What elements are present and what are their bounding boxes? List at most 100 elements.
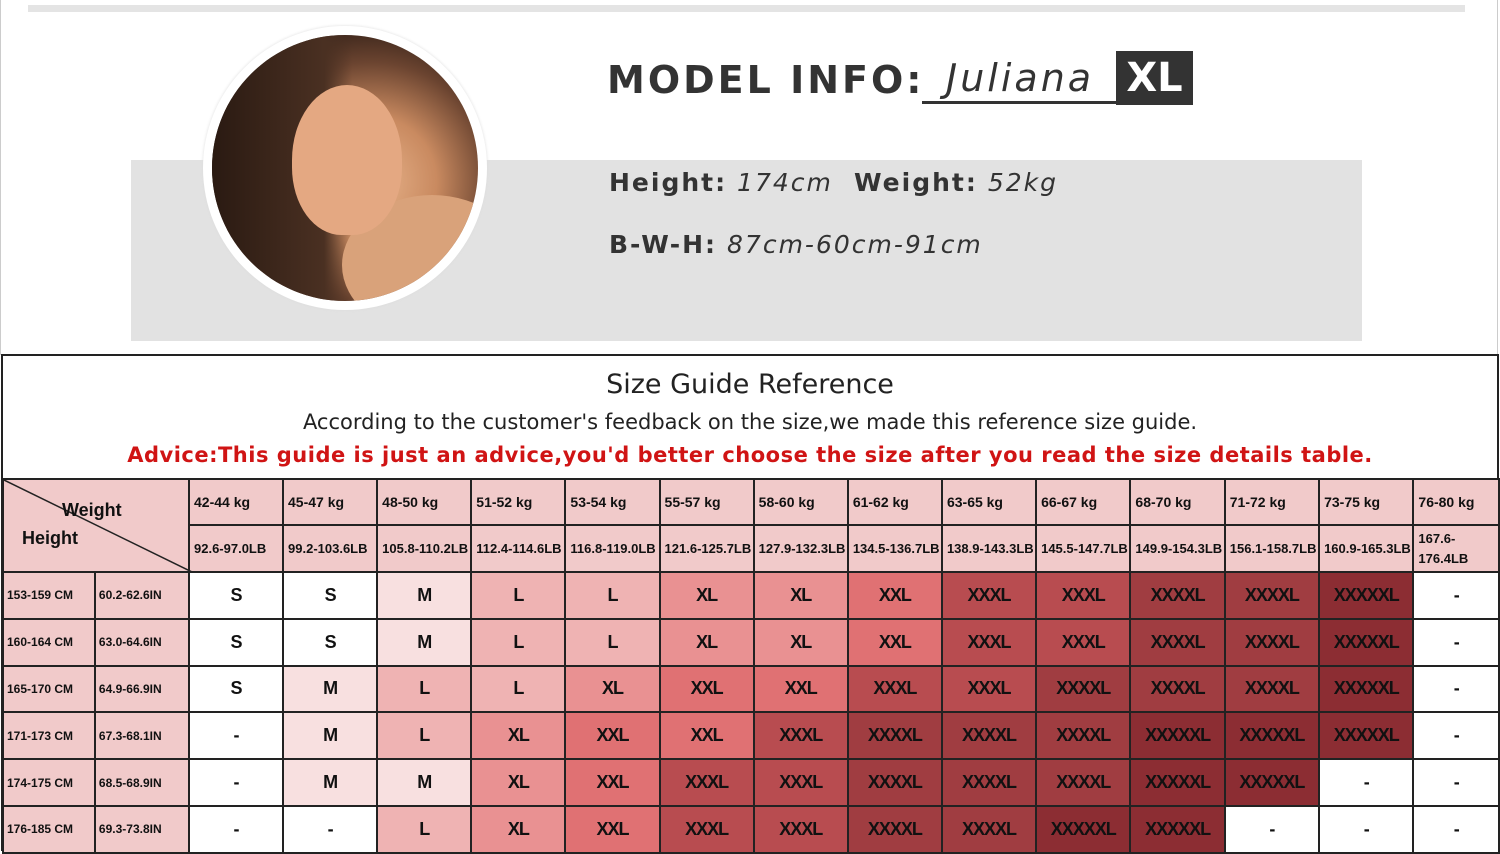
weight-kg-header: 61-62 kg (846, 478, 943, 526)
header-row-kg: Weight Height 42-44 kg 45-47 kg 48-50 kg 51-5… (2, 478, 1500, 573)
size-cell: XXXXL (1035, 664, 1132, 714)
right-edge (1497, 0, 1499, 355)
size-cell: XXXXXL (1318, 664, 1415, 714)
table-row: 171-173 CM 67.3-68.1IN - M L XL XXL XXL XXXL XXXX… (2, 711, 1500, 761)
size-cell: XXXXXL (1129, 804, 1226, 854)
table-row: 165-170 CM 64.9-66.9IN S M L L XL XXL XXL XXXL XXX… (2, 664, 1500, 714)
size-cell: L (376, 711, 473, 761)
size-cell: XL (752, 617, 849, 667)
height-in: 60.2-62.6IN (93, 571, 191, 620)
weight-lb-header: 134.5-136.7LB (846, 524, 943, 573)
corner-weight-label: Weight (62, 500, 122, 520)
size-cell: XXXXL (846, 804, 943, 854)
size-table: Weight Height 42-44 kg 45-47 kg 48-50 kg 51-5… (2, 478, 1500, 854)
size-cell: XXXXL (846, 711, 943, 761)
bwh-stat: B-W-H: 87cm-60cm-91cm (609, 230, 983, 259)
size-cell: M (376, 758, 473, 807)
bwh-value: 87cm-60cm-91cm (727, 230, 983, 259)
size-cell: XXXXL (940, 711, 1038, 761)
size-cell: - (1412, 804, 1500, 854)
weight-label: Weight: (854, 168, 978, 197)
height-label: Height: (609, 168, 728, 197)
size-cell: XXXXL (1035, 758, 1132, 807)
size-cell: XXXL (752, 711, 849, 761)
size-cell: XL (470, 758, 567, 807)
size-cell: XXL (846, 617, 943, 667)
weight-lb-header: 112.4-114.6LB (470, 524, 567, 573)
size-cell: XXXXL (1223, 617, 1321, 667)
table-row: 176-185 CM 69.3-73.8IN - - L XL XXL XXXL XXXL XXX… (2, 804, 1500, 854)
size-cell: XXXL (658, 758, 755, 807)
size-cell: XXXL (1035, 571, 1132, 620)
model-name: Juliana (922, 56, 1118, 104)
weight-kg-header: 73-75 kg (1318, 478, 1415, 526)
size-cell: XXXL (846, 664, 943, 714)
weight-kg-header: 71-72 kg (1223, 478, 1321, 526)
corner-cell: Weight Height (2, 478, 192, 573)
size-cell: XXXXXL (1223, 758, 1321, 807)
top-divider (28, 5, 1465, 12)
size-cell: M (282, 758, 379, 807)
model-size-badge: XL (1116, 51, 1193, 105)
size-cell: XXL (564, 758, 661, 807)
weight-kg-header: 51-52 kg (470, 478, 567, 526)
size-cell: M (282, 711, 379, 761)
weight-kg-header: 48-50 kg (376, 478, 473, 526)
size-cell: XXL (846, 571, 943, 620)
weight-lb-header: 167.6-176.4LB (1412, 524, 1500, 573)
height-value: 174cm (737, 168, 833, 197)
size-cell: XXXL (940, 664, 1038, 714)
height-cm: 165-170 CM (2, 664, 96, 714)
size-cell: XXL (658, 664, 755, 714)
size-cell: - (187, 711, 285, 761)
guide-subtitle: According to the customer's feedback on … (302, 410, 1198, 434)
size-cell: - (1412, 664, 1500, 714)
size-cell: S (187, 664, 285, 714)
size-cell: XXXL (1035, 617, 1132, 667)
weight-lb-header: 92.6-97.0LB (187, 524, 285, 573)
guide-title: Size Guide Reference (606, 369, 894, 400)
weight-kg-header: 55-57 kg (658, 478, 755, 526)
size-cell: XXL (564, 711, 661, 761)
weight-kg-header: 66-67 kg (1035, 478, 1132, 526)
size-cell: L (470, 664, 567, 714)
weight-lb-header: 121.6-125.7LB (658, 524, 755, 573)
weight-kg-header: 53-54 kg (564, 478, 661, 526)
model-photo (203, 26, 487, 310)
weight-kg-header: 42-44 kg (187, 478, 285, 526)
size-cell: - (187, 804, 285, 854)
size-cell: XXXXXL (1318, 711, 1415, 761)
size-cell: XL (564, 664, 661, 714)
table-row: 174-175 CM 68.5-68.9IN - M M XL XXL XXXL XXXL XXX… (2, 758, 1500, 807)
weight-kg-header: 68-70 kg (1129, 478, 1226, 526)
size-cell: XL (658, 571, 755, 620)
size-cell: M (282, 664, 379, 714)
corner-height-label: Height (22, 528, 78, 548)
weight-kg-header: 45-47 kg (282, 478, 379, 526)
size-cell: XL (470, 804, 567, 854)
size-cell: L (564, 617, 661, 667)
size-cell: - (1318, 804, 1415, 854)
guide-advice: Advice:This guide is just an advice,you'… (127, 443, 1373, 467)
header-row-lb: 92.6-97.0LB 99.2-103.6LB 105.8-110.2LB 112.… (3, 524, 1500, 573)
bwh-label: B-W-H: (609, 230, 718, 259)
size-cell: XXXXXL (1223, 711, 1321, 761)
weight-lb-header: 105.8-110.2LB (376, 524, 473, 573)
size-cell: XXXL (658, 804, 755, 854)
size-cell: XXXXXL (1035, 804, 1132, 854)
size-cell: XXXXL (940, 804, 1038, 854)
size-cell: XXXXXL (1129, 758, 1226, 807)
height-in: 63.0-64.6IN (93, 617, 191, 667)
size-cell: - (1318, 758, 1415, 807)
size-cell: S (282, 571, 379, 620)
size-cell: - (1412, 711, 1500, 761)
size-cell: S (282, 617, 379, 667)
size-cell: XXXXL (846, 758, 943, 807)
size-cell: XXXXL (1129, 571, 1226, 620)
size-cell: S (187, 571, 285, 620)
size-cell: XXXXL (1223, 571, 1321, 620)
height-in: 68.5-68.9IN (93, 758, 191, 807)
weight-kg-header: 63-65 kg (940, 478, 1038, 526)
size-cell: XXXL (940, 571, 1038, 620)
size-cell: XL (752, 571, 849, 620)
